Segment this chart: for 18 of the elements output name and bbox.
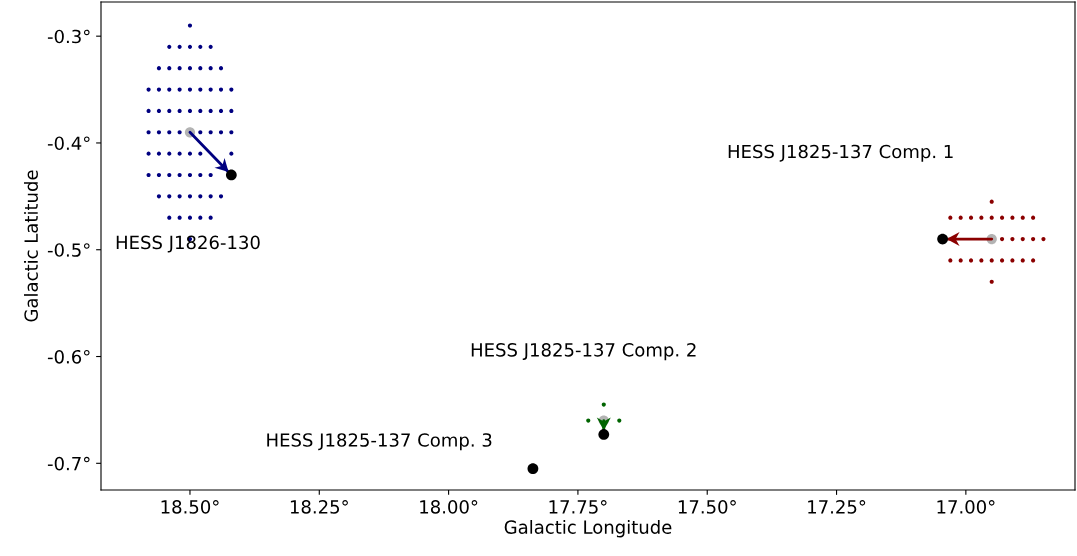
x-tick-label: 17.75° <box>549 500 607 514</box>
x-tick-label: 18.00° <box>420 500 478 514</box>
y-tick-label: -0.6° <box>47 349 90 364</box>
x-tick-label: 18.50° <box>161 500 219 514</box>
annotation: HESS J1826-130 <box>116 235 260 253</box>
y-tick-label: -0.3° <box>47 29 90 44</box>
y-tick-label: -0.5° <box>47 243 90 257</box>
annotation: HESS J1825-137 Comp. 2 <box>471 342 696 361</box>
x-tick-label: 18.25° <box>290 500 348 514</box>
y-axis-title: Galactic Latitude <box>23 170 38 322</box>
y-tick-label: -0.4° <box>47 136 90 151</box>
x-tick-label: 17.50° <box>678 500 736 514</box>
x-axis-title: Galactic Longitude <box>504 519 672 538</box>
x-tick-label: 17.25° <box>808 500 866 514</box>
x-tick-label: 17.00° <box>937 500 995 514</box>
annotation: HESS J1825-137 Comp. 3 <box>267 433 492 451</box>
y-tick-label: -0.7° <box>47 456 90 471</box>
annotation: HESS J1825-137 Comp. 1 <box>728 144 953 162</box>
